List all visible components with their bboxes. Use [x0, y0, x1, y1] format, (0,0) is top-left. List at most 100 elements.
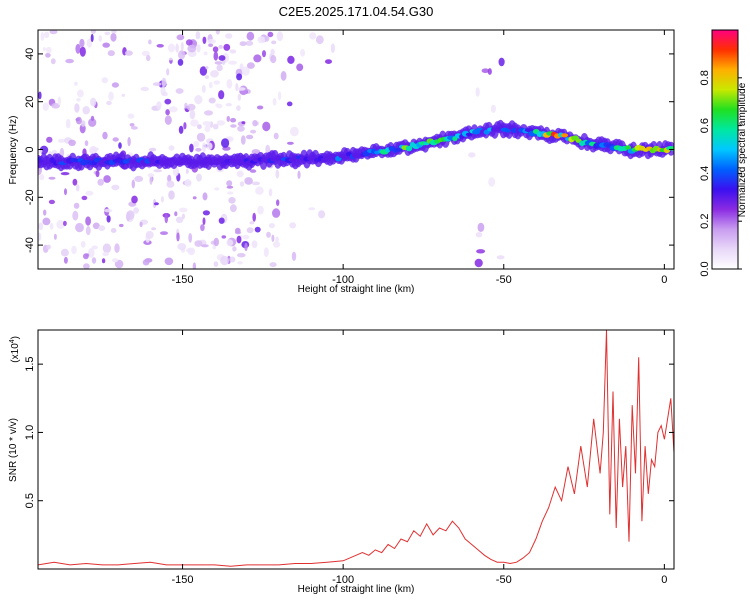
spectrogram-noise-blob [80, 241, 86, 248]
spectrogram-noise-blob [213, 261, 219, 267]
spectrogram-noise-blob [165, 109, 170, 116]
spectrogram-noise-blob [88, 118, 97, 127]
spectrogram-noise-blob [475, 87, 480, 97]
spectrogram-ridge-core [394, 148, 403, 152]
spectrogram-noise-blob [237, 261, 243, 265]
spectrogram-noise-blob [196, 173, 202, 182]
spectrogram-noise-blob [101, 77, 109, 84]
spectrogram-noise-blob [63, 256, 68, 264]
spectrogram-noise-blob [131, 195, 138, 204]
snr-xlabel: Height of straight line (km) [298, 584, 415, 595]
spectrogram-noise-blob [270, 48, 275, 56]
spectrogram-noise-blob [161, 77, 167, 88]
spectrogram-noise-blob [166, 68, 170, 76]
spectrogram-noise-blob [184, 102, 188, 109]
spectrogram-noise-blob [213, 51, 219, 61]
spectrogram-noise-blob [91, 257, 97, 264]
spectrogram-noise-blob [235, 230, 241, 235]
spectrogram-noise-blob [176, 34, 185, 41]
spectrogram-noise-blob [229, 49, 237, 54]
spectrogram-noise-blob [201, 244, 209, 248]
spectrogram-noise-blob [253, 54, 262, 63]
spectrogram-xtick-label: -150 [172, 274, 194, 286]
spectrogram-noise-blob [42, 47, 47, 52]
spectrogram-noise-blob [232, 246, 237, 252]
spectrogram-noise-blob [276, 199, 280, 206]
spectrogram-noise-blob [269, 262, 277, 268]
spectrogram-noise-blob [98, 35, 102, 42]
spectrogram-noise-blob [291, 251, 297, 261]
spectrogram-noise-blob [195, 147, 202, 152]
spectrogram-noise-blob [86, 38, 93, 48]
spectrogram-noise-blob [474, 258, 483, 268]
spectrogram-noise-blob [287, 141, 294, 145]
spectrogram-noise-blob [213, 237, 219, 247]
spectrogram-noise-blob [197, 124, 202, 130]
spectrogram-noise-blob [149, 175, 153, 185]
spectrogram-noise-blob [237, 125, 245, 132]
spectrogram-noise-blob [278, 91, 282, 101]
spectrogram-noise-blob [276, 31, 284, 42]
spectrogram-noise-blob [237, 253, 246, 258]
spectrogram-noise-blob [178, 50, 186, 60]
spectrogram-noise-blob [208, 97, 216, 104]
spectrogram-noise-blob [256, 105, 264, 110]
spectrogram-noise-blob [51, 103, 60, 109]
spectrogram-noise-blob [309, 32, 317, 40]
spectrogram-noise-blob [164, 98, 172, 105]
spectrogram-noise-blob [175, 43, 179, 53]
spectrogram-noise-blob [177, 58, 184, 66]
spectrogram-noise-blob [68, 139, 76, 146]
spectrogram-noise-blob [49, 30, 58, 35]
spectrogram-noise-blob [129, 123, 135, 127]
spectrogram-noise-blob [236, 73, 243, 81]
colorbar-tick-label: 0.8 [699, 70, 711, 85]
spectrogram-noise-blob [188, 233, 193, 243]
spectrogram-noise-blob [111, 258, 119, 263]
snr-xtick-label: -150 [172, 574, 194, 586]
spectrogram-noise-blob [300, 48, 306, 57]
spectrogram-noise-blob [488, 177, 496, 187]
spectrogram-noise-blob [190, 119, 199, 127]
spectrogram-noise-blob [228, 60, 238, 65]
spectrogram-noise-blob [81, 195, 88, 201]
spectrogram-noise-blob [315, 35, 324, 45]
spectrogram-noise-blob [213, 80, 221, 85]
spectrogram-noise-blob [477, 222, 485, 232]
spectrogram-noise-blob [121, 93, 126, 97]
spectrogram-noise-blob [250, 129, 257, 134]
spectrogram-noise-blob [60, 248, 69, 257]
spectrogram-noise-blob [118, 142, 122, 149]
spectrogram-noise-blob [177, 243, 187, 251]
spectrogram-noise-blob [139, 221, 143, 227]
spectrogram-noise-blob [230, 124, 237, 128]
spectrogram-noise-blob [216, 120, 226, 126]
snr-xtick-label: -50 [496, 574, 512, 586]
spectrogram-noise-blob [226, 185, 234, 189]
spectrogram-noise-blob [468, 152, 476, 158]
spectrogram-noise-blob [38, 91, 42, 100]
spectrogram-noise-blob [226, 239, 234, 247]
spectrogram-noise-blob [476, 249, 486, 254]
spectrogram-noise-blob [239, 41, 247, 47]
spectrogram-noise-blob [268, 223, 275, 229]
colorbar-label: Normalized spectral amplitude [737, 82, 748, 217]
spectrogram-noise-blob [194, 240, 203, 247]
spectrogram-noise-blob [134, 175, 144, 182]
spectrogram-noise-blob [236, 235, 242, 244]
spectrogram-noise-blob [254, 226, 261, 233]
spectrogram-ytick-label: -40 [24, 237, 36, 253]
spectrogram-noise-blob [212, 123, 219, 130]
spectrogram-noise-blob [266, 231, 271, 238]
spectrogram-noise-blob [148, 39, 152, 45]
spectrogram-noise-blob [64, 188, 67, 196]
spectrogram-noise-blob [246, 134, 254, 140]
spectrogram-noise-blob [60, 172, 70, 176]
spectrogram-noise-blob [308, 207, 316, 211]
spectrogram-noise-blob [90, 97, 97, 107]
snr-multiplier-close: ) [10, 336, 21, 339]
spectrogram-noise-blob [114, 243, 120, 253]
spectrogram-noise-blob [42, 102, 50, 111]
spectrogram-noise-blob [240, 135, 246, 145]
